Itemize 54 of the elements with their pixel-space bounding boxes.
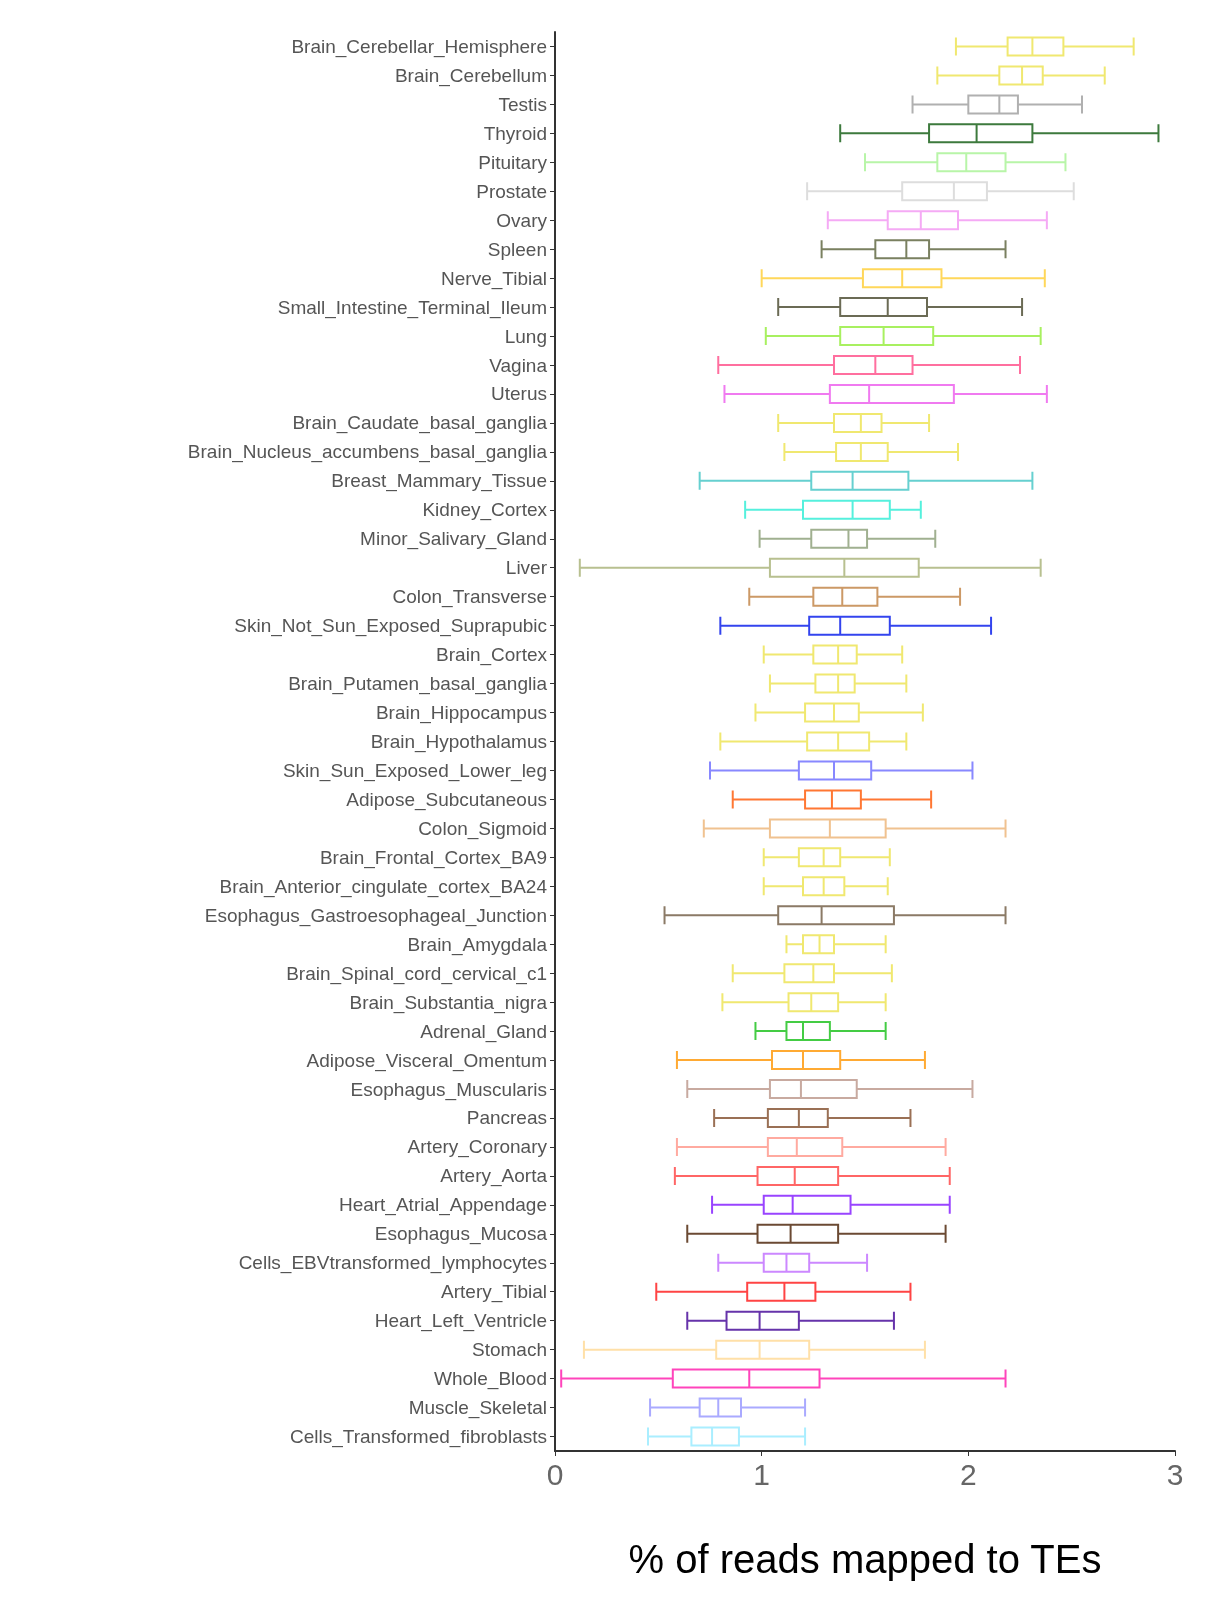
y-tick-label: Pituitary [478, 151, 548, 173]
y-tick-label: Liver [505, 557, 548, 579]
y-tick-label: Minor_Salivary_Gland [360, 528, 547, 551]
y-tick-label: Brain_Spinal_cord_cervical_c1 [286, 962, 547, 985]
y-tick-label: Esophagus_Muscularis [350, 1078, 547, 1101]
y-tick-label: Brain_Amygdala [407, 933, 548, 956]
y-tick-label: Cells_Transformed_fibroblasts [290, 1426, 547, 1449]
y-tick-label: Esophagus_Mucosa [374, 1223, 548, 1246]
y-tick-label: Brain_Nucleus_accumbens_basal_ganglia [187, 441, 548, 464]
y-tick-label: Muscle_Skeletal [408, 1397, 547, 1420]
y-tick-label: Brain_Anterior_cingulate_cortex_BA24 [219, 875, 548, 898]
y-tick-label: Colon_Transverse [392, 586, 547, 609]
y-tick-label: Prostate [476, 180, 547, 202]
y-tick-label: Brain_Hypothalamus [370, 731, 547, 753]
y-tick-label: Skin_Sun_Exposed_Lower_leg [282, 759, 547, 782]
y-tick-label: Brain_Putamen_basal_ganglia [288, 673, 548, 696]
y-tick-label: Uterus [491, 383, 547, 405]
y-tick-label: Heart_Atrial_Appendage [338, 1194, 547, 1217]
y-tick-label: Adipose_Visceral_Omentum [306, 1049, 547, 1072]
y-tick-label: Heart_Left_Ventricle [374, 1310, 547, 1333]
y-tick-label: Testis [498, 93, 547, 115]
x-tick-label: 1 [753, 1457, 771, 1491]
x-axis-title: % of reads mapped to TEs [628, 1537, 1102, 1581]
y-tick-label: Brain_Cerebellum [394, 64, 547, 87]
y-tick-label: Stomach [472, 1339, 547, 1361]
y-tick-label: Brain_Cortex [436, 644, 548, 667]
y-tick-label: Ovary [496, 209, 548, 231]
y-tick-label: Spleen [487, 238, 547, 260]
y-tick-label: Brain_Caudate_basal_ganglia [292, 412, 548, 435]
y-tick-label: Artery_Coronary [407, 1136, 548, 1159]
y-tick-label: Brain_Cerebellar_Hemisphere [291, 35, 547, 58]
y-tick-label: Small_Intestine_Terminal_Ileum [277, 296, 547, 319]
x-tick-label: 2 [959, 1457, 977, 1491]
y-tick-label: Artery_Tibial [441, 1281, 547, 1304]
y-tick-label: Esophagus_Gastroesophageal_Junction [204, 904, 547, 927]
y-tick-label: Brain_Frontal_Cortex_BA9 [319, 846, 547, 869]
x-tick-label: 0 [546, 1457, 564, 1491]
y-tick-label: Skin_Not_Sun_Exposed_Suprapubic [234, 615, 547, 638]
y-tick-label: Thyroid [483, 122, 547, 144]
y-tick-label: Pancreas [466, 1107, 547, 1129]
y-tick-label: Cells_EBVtransformed_lymphocytes [238, 1252, 547, 1275]
y-tick-label: Breast_Mammary_Tissue [331, 470, 547, 493]
y-tick-label: Brain_Hippocampus [375, 702, 547, 725]
x-tick-label: 3 [1166, 1457, 1184, 1491]
y-tick-label: Adipose_Subcutaneous [346, 788, 547, 811]
y-tick-label: Nerve_Tibial [441, 267, 547, 290]
y-tick-label: Whole_Blood [433, 1368, 547, 1391]
y-tick-label: Adrenal_Gland [420, 1020, 547, 1043]
y-tick-label: Artery_Aorta [440, 1165, 548, 1188]
y-tick-label: Brain_Substantia_nigra [349, 991, 548, 1014]
y-tick-label: Vagina [489, 354, 548, 376]
y-tick-label: Kidney_Cortex [422, 499, 548, 522]
y-tick-label: Lung [504, 325, 547, 347]
y-tick-label: Colon_Sigmoid [418, 817, 547, 840]
